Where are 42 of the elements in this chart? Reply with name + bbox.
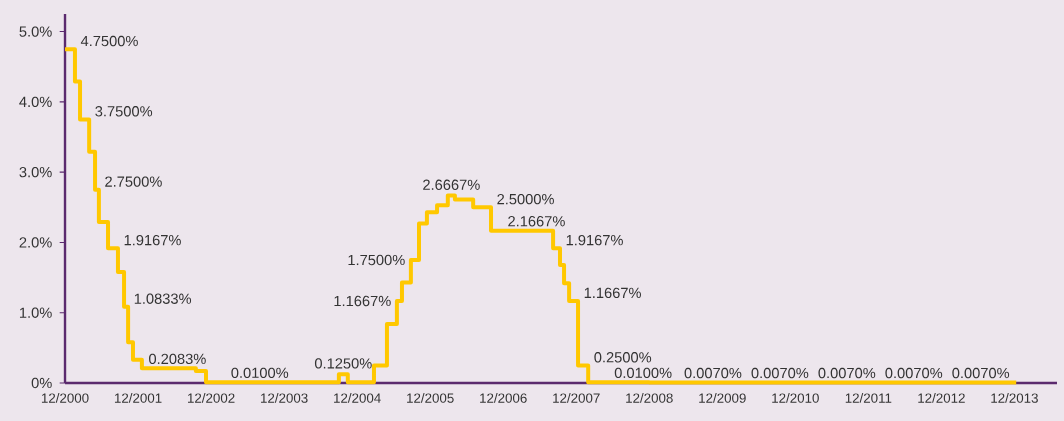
x-tick-label: 12/2007 [553, 393, 600, 403]
annotation: 1.1667% [584, 287, 641, 299]
annotation: 2.1667% [508, 216, 565, 227]
annotation: 2.6667% [423, 179, 480, 190]
x-tick-label: 12/2009 [699, 393, 746, 403]
x-tick-label: 12/2011 [845, 393, 892, 403]
annotation: 1.9167% [566, 234, 623, 246]
x-tick-label: 12/2005 [407, 393, 454, 403]
annotation: 0.0070% [684, 367, 742, 379]
annotation: 2.7500% [105, 176, 162, 187]
y-tick-label: 2.0% [19, 237, 52, 248]
x-tick-label: 12/2012 [918, 393, 965, 403]
y-tick-label: 3.0% [19, 166, 52, 178]
annotation: 3.7500% [95, 106, 153, 117]
annotation: 0.0100% [614, 367, 672, 379]
x-tick-label: 12/2008 [626, 393, 673, 403]
annotation: 0.1250% [314, 358, 372, 369]
annotation: 0.2083% [149, 353, 206, 365]
annotation: 4.7500% [80, 35, 138, 47]
x-tick-label: 12/2013 [991, 393, 1038, 403]
annotation: 0.0070% [952, 367, 1010, 379]
y-tick-label: 4.0% [19, 96, 52, 108]
annotation: 0.2500% [594, 352, 652, 363]
x-tick-label: 12/2000 [41, 393, 89, 403]
y-tick-label: 0% [31, 377, 52, 389]
x-tick-label: 12/2001 [114, 393, 162, 403]
annotation: 1.1667% [334, 295, 391, 307]
y-tick-label: 5.0% [19, 26, 52, 37]
annotation: 0.0070% [885, 367, 943, 379]
annotation: 1.7500% [348, 254, 405, 266]
y-tick-label: 1.0% [19, 307, 52, 318]
x-tick-label: 12/2010 [772, 393, 819, 403]
annotation: 2.5000% [497, 193, 554, 205]
annotation: 1.9167% [124, 234, 181, 246]
x-tick-label: 12/2002 [188, 393, 235, 403]
x-tick-label: 12/2003 [261, 393, 308, 403]
annotation: 0.0100% [231, 367, 289, 379]
x-tick-label: 12/2006 [480, 393, 527, 403]
x-tick-label: 12/2004 [334, 393, 381, 403]
annotation: 0.0070% [818, 367, 876, 379]
annotation: 0.0070% [751, 367, 809, 379]
annotation: 1.0833% [134, 293, 192, 304]
